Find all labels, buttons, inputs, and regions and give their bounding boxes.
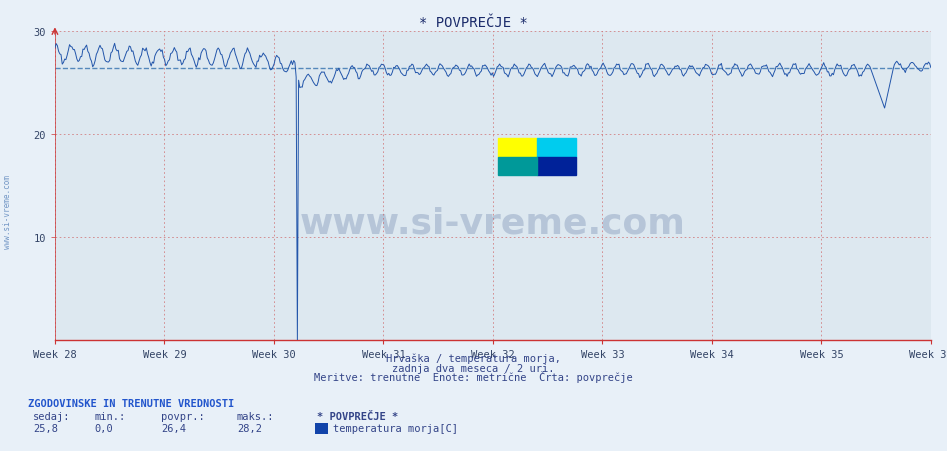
Bar xyxy=(537,157,577,176)
Text: 26,4: 26,4 xyxy=(161,423,186,433)
Text: 28,2: 28,2 xyxy=(237,423,261,433)
Text: sedaj:: sedaj: xyxy=(33,411,71,421)
Bar xyxy=(537,138,577,157)
Text: 0,0: 0,0 xyxy=(95,423,114,433)
Text: * POVPREČJE *: * POVPREČJE * xyxy=(317,411,399,421)
Text: 25,8: 25,8 xyxy=(33,423,58,433)
Text: Meritve: trenutne  Enote: metrične  Črta: povprečje: Meritve: trenutne Enote: metrične Črta: … xyxy=(314,371,633,382)
Text: zadnja dva meseca / 2 uri.: zadnja dva meseca / 2 uri. xyxy=(392,363,555,373)
Bar xyxy=(498,157,537,176)
Text: www.si-vreme.com: www.si-vreme.com xyxy=(300,206,686,240)
Text: ZGODOVINSKE IN TRENUTNE VREDNOSTI: ZGODOVINSKE IN TRENUTNE VREDNOSTI xyxy=(28,398,235,408)
Text: povpr.:: povpr.: xyxy=(161,411,205,421)
Text: * POVPREČJE *: * POVPREČJE * xyxy=(420,16,527,30)
Text: min.:: min.: xyxy=(95,411,126,421)
Text: Hrvaška / temperatura morja,: Hrvaška / temperatura morja, xyxy=(386,352,561,363)
Bar xyxy=(498,138,537,157)
Text: maks.:: maks.: xyxy=(237,411,275,421)
Text: temperatura morja[C]: temperatura morja[C] xyxy=(333,423,458,433)
Text: www.si-vreme.com: www.si-vreme.com xyxy=(3,175,12,249)
